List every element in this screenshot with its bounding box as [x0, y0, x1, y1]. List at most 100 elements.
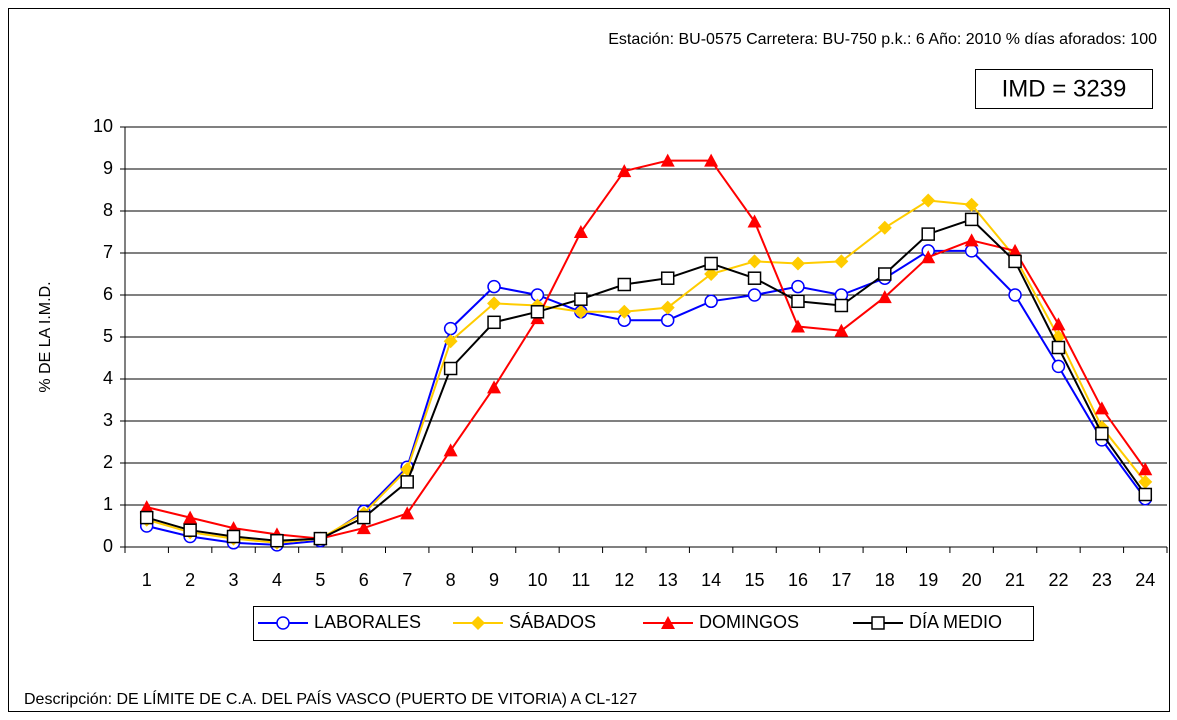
- x-tick-label: 15: [745, 570, 765, 590]
- marker: [1008, 254, 1022, 269]
- marker: [183, 510, 198, 524]
- y-tick-label: 3: [103, 410, 113, 430]
- marker: [400, 475, 414, 489]
- y-tick-label: 0: [103, 536, 113, 556]
- y-tick-label: 2: [103, 452, 113, 472]
- marker: [617, 304, 632, 319]
- marker: [660, 153, 675, 167]
- marker: [400, 506, 415, 520]
- x-tick-label: 9: [489, 570, 499, 590]
- marker: [443, 361, 458, 376]
- legend-label: SÁBADOS: [509, 612, 596, 632]
- marker: [487, 296, 502, 311]
- y-tick-label: 1: [103, 494, 113, 514]
- marker: [573, 225, 588, 238]
- legend-label: LABORALES: [314, 612, 421, 632]
- marker: [139, 510, 154, 525]
- x-tick-label: 6: [359, 570, 369, 590]
- marker: [877, 290, 892, 304]
- marker: [747, 214, 762, 228]
- marker: [747, 254, 762, 269]
- marker: [834, 323, 849, 337]
- x-tick-label: 10: [527, 570, 547, 590]
- x-tick-label: 22: [1048, 570, 1068, 590]
- marker: [487, 279, 501, 294]
- marker: [1138, 487, 1153, 502]
- marker: [921, 193, 936, 208]
- marker: [1051, 359, 1066, 374]
- x-tick-label: 19: [918, 570, 938, 590]
- marker: [617, 277, 632, 292]
- y-tick-label: 7: [103, 242, 113, 262]
- marker: [834, 254, 849, 269]
- legend-marker: [661, 616, 675, 629]
- marker: [964, 197, 979, 212]
- x-tick-label: 13: [658, 570, 678, 590]
- x-tick-label: 1: [142, 570, 152, 590]
- y-tick-label: 8: [103, 200, 113, 220]
- marker: [877, 220, 892, 235]
- marker: [226, 529, 241, 544]
- marker: [747, 271, 762, 285]
- x-tick-label: 11: [572, 570, 591, 590]
- marker: [443, 321, 458, 336]
- marker: [530, 305, 545, 319]
- x-tick-label: 17: [831, 570, 851, 590]
- marker: [1138, 462, 1153, 476]
- marker: [1138, 474, 1153, 489]
- marker: [921, 227, 935, 241]
- marker: [313, 531, 328, 546]
- y-tick-label: 9: [103, 158, 113, 178]
- marker: [183, 523, 197, 537]
- marker: [660, 300, 675, 315]
- legend-marker: [871, 616, 885, 630]
- subtitle: Estación: BU-0575 Carretera: BU-750 p.k.…: [608, 31, 1157, 48]
- x-tick-label: 5: [315, 570, 325, 590]
- x-tick-label: 16: [788, 570, 808, 590]
- x-tick-label: 4: [272, 570, 282, 590]
- y-tick-label: 6: [103, 284, 113, 304]
- y-tick-label: 4: [103, 368, 113, 388]
- x-tick-label: 14: [701, 570, 721, 590]
- marker: [356, 521, 371, 535]
- marker: [487, 315, 501, 330]
- marker: [1008, 288, 1022, 302]
- marker: [834, 298, 849, 313]
- x-tick-label: 18: [875, 570, 895, 590]
- marker: [1094, 401, 1109, 415]
- marker: [704, 294, 718, 309]
- marker: [790, 256, 805, 271]
- marker: [791, 279, 805, 294]
- marker: [660, 271, 675, 285]
- marker: [791, 294, 805, 309]
- series-line: [146, 218, 1147, 542]
- marker: [1051, 317, 1066, 331]
- imd-label: IMD = 3239: [1002, 75, 1127, 102]
- marker: [573, 304, 588, 319]
- marker: [1008, 243, 1023, 257]
- marker: [139, 500, 154, 514]
- marker: [790, 319, 805, 333]
- legend-marker: [276, 616, 290, 630]
- legend-marker: [471, 616, 485, 630]
- marker: [443, 334, 458, 349]
- marker: [357, 510, 371, 525]
- x-tick-label: 8: [446, 570, 456, 590]
- x-tick-label: 3: [229, 570, 239, 590]
- description: Descripción: DE LÍMITE DE C.A. DEL PAÍS …: [24, 689, 637, 708]
- y-tick-label: 10: [93, 116, 113, 136]
- series-line: [146, 249, 1147, 546]
- marker: [704, 267, 719, 281]
- marker: [574, 292, 588, 306]
- marker: [964, 244, 979, 258]
- marker: [617, 164, 632, 178]
- legend-label: DÍA MEDIO: [909, 612, 1002, 632]
- marker: [704, 153, 719, 167]
- x-tick-label: 24: [1135, 570, 1155, 590]
- marker: [487, 380, 502, 394]
- x-tick-label: 12: [614, 570, 634, 590]
- marker: [660, 313, 675, 327]
- series-line: [146, 159, 1147, 540]
- marker: [704, 256, 718, 271]
